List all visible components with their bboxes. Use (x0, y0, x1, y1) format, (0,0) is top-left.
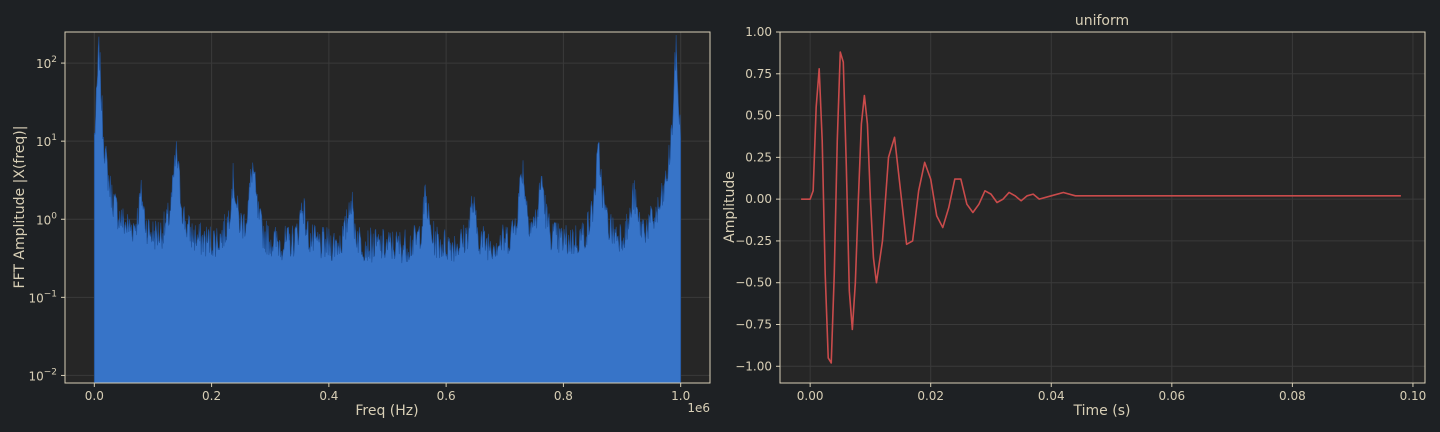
fft-x-offset-label: 1e6 (687, 401, 710, 415)
signal-x-tick-label: 0.04 (1038, 389, 1065, 403)
signal-x-tick-label: 0.02 (917, 389, 944, 403)
signal-line (801, 51, 1401, 364)
signal-x-tick-label: 0.06 (1158, 389, 1185, 403)
signal-x-tick-label: 0.08 (1279, 389, 1306, 403)
fft-x-tick-label: 0.8 (554, 389, 573, 403)
signal-y-tick-label: 0.75 (745, 67, 772, 81)
fft-x-tick-label: 0.6 (437, 389, 456, 403)
fft-plot-frame (64, 31, 711, 384)
signal-panel: 0.00 0.02 0.04 0.06 0.08 0.10 1.00 0.75 0.50 0.25… (722, 13, 1426, 419)
signal-y-tick-label: −0.25 (735, 234, 772, 248)
signal-y-axis-label: Amplitude (722, 171, 738, 243)
signal-grid (780, 31, 1425, 383)
signal-y-tick-label: −0.75 (735, 318, 772, 332)
signal-x-tick-label: 0.00 (797, 389, 824, 403)
signal-y-tick-label: 0.50 (745, 109, 772, 123)
signal-y-tick-label: 0.25 (745, 150, 772, 164)
signal-y-tick-label: −1.00 (735, 359, 772, 373)
signal-y-tick-label: 1.00 (745, 25, 772, 39)
signal-x-axis-label: Time (s) (1073, 403, 1131, 419)
fft-x-tick-label: 0.4 (319, 389, 338, 403)
fft-x-tick-label: 0.0 (85, 389, 104, 403)
signal-title: uniform (1075, 13, 1129, 29)
signal-x-tick-label: 0.10 (1400, 389, 1427, 403)
fft-x-axis-label: Freq (Hz) (355, 403, 418, 419)
fft-x-tick-label: 0.2 (202, 389, 221, 403)
fft-spectrum-area (94, 35, 681, 384)
fft-y-axis-label: FFT Amplitude |X(freq)| (12, 126, 28, 289)
signal-y-tick-label: 0.00 (745, 192, 772, 206)
signal-ticks: 0.00 0.02 0.04 0.06 0.08 0.10 1.00 0.75 0.50 0.25… (735, 25, 1426, 403)
fft-x-tick-label: 1.0 (671, 389, 690, 403)
signal-y-tick-label: −0.50 (735, 276, 772, 290)
signal-plot-area (780, 32, 1425, 383)
signal-plot-frame (779, 31, 1426, 384)
